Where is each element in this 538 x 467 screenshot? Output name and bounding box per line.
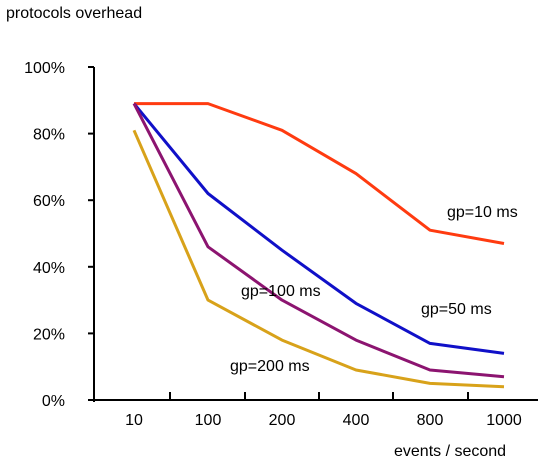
chart-title: protocols overhead <box>6 5 142 22</box>
x-tick-label: 10 <box>125 412 143 429</box>
series-label: gp=50 ms <box>421 301 492 318</box>
x-tick-label: 400 <box>343 412 370 429</box>
y-tick-label: 60% <box>33 193 65 210</box>
series-label: gp=10 ms <box>447 204 518 221</box>
series-labels: gp=10 ms gp=50 ms gp=100 ms gp=200 ms <box>230 204 518 375</box>
y-tick-label: 100% <box>24 60 65 77</box>
series-line <box>132 102 505 355</box>
y-tick-labels: 0% 20% 40% 60% 80% 100% <box>24 60 65 410</box>
series-label: gp=200 ms <box>230 358 310 375</box>
series-line <box>134 102 505 245</box>
x-tick-labels: 10 100 200 400 800 1000 <box>125 412 522 429</box>
x-tick-label: 800 <box>417 412 444 429</box>
series-lines <box>132 102 505 389</box>
x-tick-label: 1000 <box>486 412 522 429</box>
y-tick-label: 20% <box>33 326 65 343</box>
series-line <box>132 129 505 389</box>
axes <box>88 66 538 402</box>
series-line <box>132 102 505 379</box>
x-tick-label: 100 <box>195 412 222 429</box>
x-axis-label: events / second <box>394 443 506 460</box>
y-tick-label: 80% <box>33 127 65 144</box>
series-label: gp=100 ms <box>241 283 321 300</box>
y-tick-label: 40% <box>33 260 65 277</box>
y-tick-label: 0% <box>42 393 65 410</box>
x-tick-label: 200 <box>269 412 296 429</box>
